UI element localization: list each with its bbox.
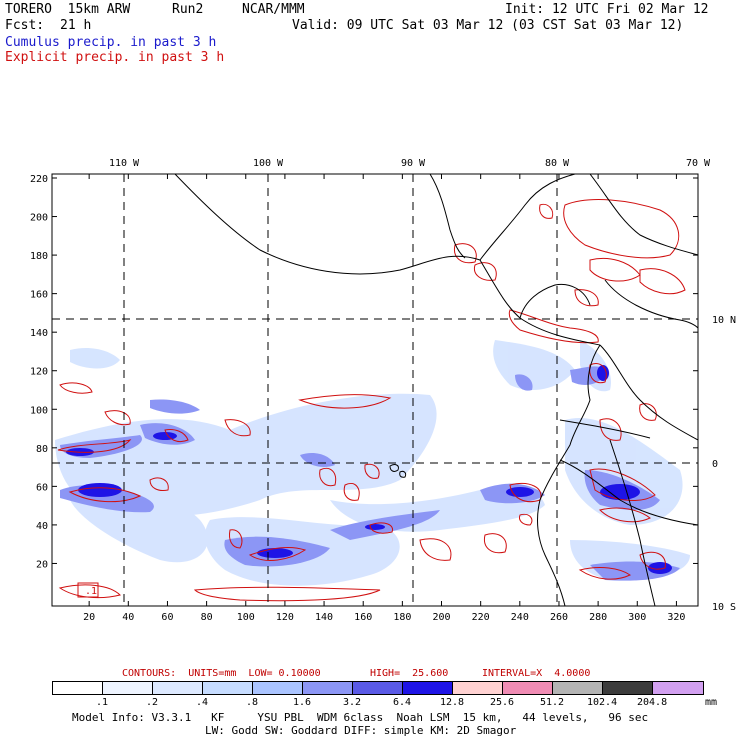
- lon-label: 110 W: [109, 158, 140, 169]
- coastlines: [174, 174, 698, 606]
- y-tick-label: 60: [36, 482, 48, 493]
- legend-swatch: [252, 681, 303, 695]
- explicit-contours: [57, 199, 686, 602]
- legend-swatch: [302, 681, 353, 695]
- legend-swatch: [202, 681, 253, 695]
- legend-label: .1: [96, 697, 109, 708]
- x-tick-label: 200: [432, 612, 450, 623]
- lat-lon-grid: [52, 174, 698, 606]
- legend-swatch: [652, 681, 704, 695]
- legend-label: .4: [196, 697, 209, 708]
- axis-ticks: [52, 174, 698, 606]
- legend-swatch: [402, 681, 453, 695]
- fcst-value: 21 h: [60, 18, 92, 33]
- x-tick-label: 80: [201, 612, 213, 623]
- cumulus-line: Cumulus precip. in past 3 h: [5, 35, 217, 50]
- label-box: [77, 582, 99, 598]
- fcst-label: Fcst:: [5, 18, 45, 33]
- x-tick-label: 120: [276, 612, 294, 623]
- legend-swatch: [102, 681, 153, 695]
- legend-swatch: [452, 681, 503, 695]
- x-tick-label: 60: [161, 612, 173, 623]
- x-tick-label: 280: [589, 612, 607, 623]
- y-tick-label: 160: [30, 290, 48, 301]
- legend-swatch: [552, 681, 603, 695]
- legend-label: 3.2: [343, 697, 362, 708]
- x-tick-label: 240: [511, 612, 529, 623]
- lat-label: 0: [712, 459, 718, 470]
- legend-swatch: [52, 681, 103, 695]
- org-label: NCAR/MMM: [242, 2, 305, 17]
- lon-label: 80 W: [545, 158, 570, 169]
- legend-unit: mm: [705, 697, 718, 708]
- lat-label: 10 N: [712, 315, 736, 326]
- init-time: Init: 12 UTC Fri 02 Mar 12: [505, 2, 709, 17]
- y-tick-label: 180: [30, 251, 48, 262]
- contour-interval: INTERVAL=X 4.0000: [482, 668, 591, 679]
- legend-swatch: [152, 681, 203, 695]
- x-tick-label: 160: [354, 612, 372, 623]
- x-tick-label: 140: [315, 612, 333, 623]
- contour-high: HIGH= 25.600: [370, 668, 449, 679]
- lon-label: 90 W: [401, 158, 426, 169]
- axis-tick-labels: 220 200 180 160 140 120 100 80 60 40 20 20 40 60 80 100…: [30, 158, 736, 623]
- x-tick-label: 300: [628, 612, 646, 623]
- x-tick-label: 260: [550, 612, 568, 623]
- lon-label: 100 W: [253, 158, 284, 169]
- y-tick-label: 40: [36, 521, 48, 532]
- map-content: .1: [52, 174, 698, 606]
- legend-label: .8: [246, 697, 259, 708]
- model-title: TORERO 15km ARW: [5, 2, 131, 17]
- legend-swatch: [602, 681, 653, 695]
- y-tick-label: 120: [30, 367, 48, 378]
- contour-units: CONTOURS: UNITS=mm LOW= 0.10000: [122, 668, 321, 679]
- x-tick-label: 220: [472, 612, 490, 623]
- valid-time: Valid: 09 UTC Sat 03 Mar 12 (03 CST Sat …: [292, 18, 684, 33]
- legend-label: 204.8: [637, 697, 668, 708]
- x-tick-label: 40: [122, 612, 134, 623]
- legend-label: 102.4: [587, 697, 618, 708]
- x-tick-label: 180: [393, 612, 411, 623]
- y-tick-label: 200: [30, 213, 48, 224]
- x-tick-label: 100: [237, 612, 255, 623]
- physics-info: LW: Godd SW: Goddard DIFF: simple KM: 2D…: [205, 724, 517, 737]
- legend-swatch: [502, 681, 553, 695]
- lon-label: 70 W: [686, 158, 711, 169]
- legend-label: 51.2: [540, 697, 565, 708]
- legend-label: 6.4: [393, 697, 412, 708]
- y-tick-label: 220: [30, 174, 48, 185]
- explicit-line: Explicit precip. in past 3 h: [5, 50, 225, 65]
- legend-label: 25.6: [490, 697, 515, 708]
- y-tick-label: 140: [30, 328, 48, 339]
- y-tick-label: 80: [36, 444, 48, 455]
- x-tick-label: 320: [667, 612, 685, 623]
- legend-label: .2: [146, 697, 159, 708]
- lat-label: 10 S: [712, 602, 736, 613]
- run-label: Run2: [172, 2, 204, 17]
- y-tick-label: 100: [30, 405, 48, 416]
- map-frame: [51, 173, 699, 607]
- model-info: Model Info: V3.3.1 KF YSU PBL WDM 6class…: [72, 711, 649, 724]
- legend-label: 12.8: [440, 697, 465, 708]
- x-tick-label: 20: [83, 612, 95, 623]
- y-tick-label: 20: [36, 559, 48, 570]
- legend-swatch: [352, 681, 403, 695]
- box-label: .1: [85, 586, 97, 597]
- legend-label: 1.6: [293, 697, 312, 708]
